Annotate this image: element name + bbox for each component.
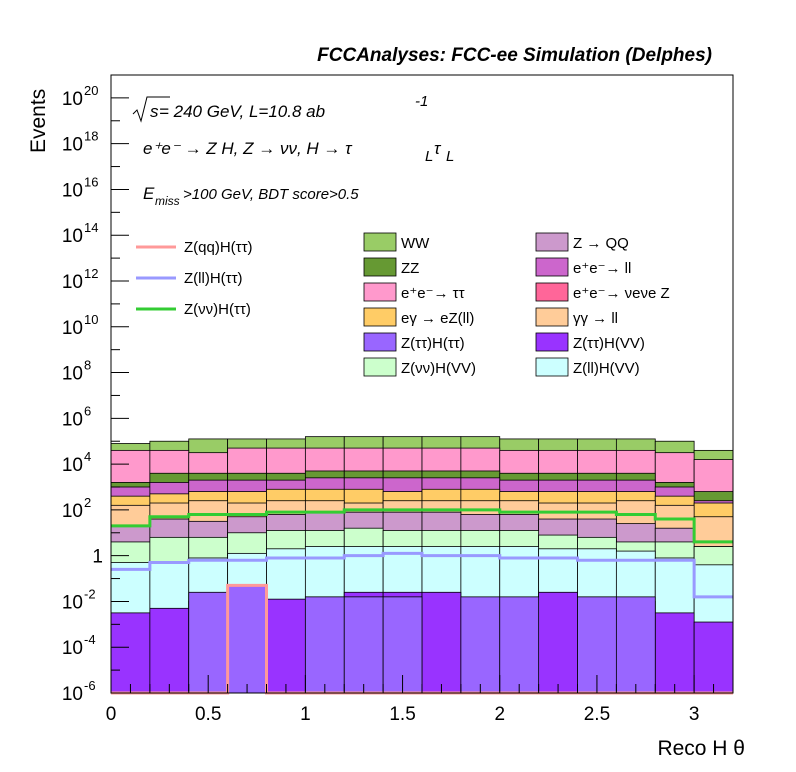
chart-title: FCCAnalyses: FCC-ee Simulation (Delphes) [317, 45, 712, 66]
y-tick-label: 10 [62, 180, 83, 201]
bin-z-h-vv-8 [421, 591, 462, 694]
legend: Z(qq)H(ττ) Z(ll)H(ττ) Z(νν)H(ττ) WW Z → QQ ZZ… [136, 232, 670, 377]
legend-swatch-e-e-e-e-z [535, 282, 569, 302]
subscript-L-2: L [446, 148, 454, 165]
x-axis: 0 0.5 1 1.5 2 2.5 3 [106, 675, 734, 725]
x-tick-label: 3 [689, 704, 700, 725]
annotation-cuts: E miss >100 GeV, BDT score>0.5 [143, 184, 359, 208]
bin-z-h-vv-14 [654, 612, 695, 694]
legend-swatch-z-qq [535, 232, 569, 252]
x-tick-label: 2 [494, 704, 505, 725]
bin-z-h-vv-15 [693, 621, 734, 694]
legend-label: Z(νν)H(VV) [401, 360, 476, 377]
x-axis-label: Reco H θ [657, 737, 745, 760]
bin-z-h-vv-0 [110, 612, 151, 694]
legend-label: WW [401, 235, 430, 252]
legend-swatch-z-h-vv [363, 357, 397, 377]
y-tick-exponent: 18 [84, 129, 98, 144]
legend-swatch-zz [363, 257, 397, 277]
tau-2: τ [434, 139, 442, 158]
line-z-h [111, 508, 733, 544]
y-tick-label: 10 [62, 226, 83, 247]
legend-label: e⁺e⁻→ ττ [401, 285, 465, 302]
legend-label: ZZ [401, 260, 419, 277]
legend-label: γγ → ll [573, 310, 618, 327]
y-tick-label: 10 [62, 318, 83, 339]
annotation-process: e⁺e⁻ → Z H, Z → νν, H → τ L τ L [143, 139, 454, 165]
x-tick-label: 2.5 [584, 704, 610, 725]
y-axis-label: Events [27, 89, 50, 153]
subscript-L-1: L [425, 148, 433, 165]
bin-ztautau-htautau-6 [343, 596, 384, 694]
annotation-miss: miss [155, 194, 180, 208]
x-tick-label: 1 [300, 704, 311, 725]
y-tick-exponent: 8 [84, 358, 91, 373]
x-tick-label: 0.5 [195, 704, 221, 725]
x-tick-label: 1.5 [389, 704, 415, 725]
legend-swatch-ww [363, 232, 397, 252]
y-tick-exponent: 4 [84, 449, 91, 464]
x-tick-label: 0 [106, 704, 117, 725]
annotation-cuts-text: >100 GeV, BDT score>0.5 [183, 186, 359, 203]
y-tick-exponent: 12 [84, 266, 98, 281]
y-tick-label: 10 [62, 89, 83, 110]
legend-label: Z(ll)H(VV) [573, 360, 640, 377]
annotation-E: E [143, 184, 155, 203]
y-tick-exponent: 16 [84, 174, 98, 189]
y-tick-label: 10 [62, 272, 83, 293]
bin-ztautau-htautau-10 [499, 596, 540, 694]
bin-ztautau-htautau-5 [304, 596, 345, 694]
annotation-energy: s = 240 GeV, L=10.8 ab -1 [132, 93, 428, 123]
legend-label: Z → QQ [573, 235, 629, 252]
annotation-process-text: e⁺e⁻ → Z H, Z → νν, H → τ [143, 139, 353, 158]
y-tick-label: 10 [62, 364, 83, 385]
annotation-energy-text: = 240 GeV, L=10.8 ab [159, 102, 325, 121]
line-z-ll-h [111, 551, 733, 599]
bin-z-h-vv-4 [266, 598, 306, 694]
bin-ztautau-htautau-13 [615, 596, 656, 694]
bin-ztautau-htautau-3 [227, 585, 267, 694]
y-tick-label: 1 [92, 547, 103, 568]
stacked-histogram [110, 436, 734, 694]
legend-swatch-e-e [363, 282, 397, 302]
y-tick-label: 10 [62, 501, 83, 522]
y-tick-label: 10 [62, 592, 83, 613]
y-tick-label: 10 [62, 638, 83, 659]
legend-label: e⁺e⁻→ νeνe Z [573, 285, 670, 302]
y-tick-exponent: 14 [84, 220, 98, 235]
legend-label: Z(qq)H(ττ) [184, 239, 253, 256]
legend-label: Z(νν)H(ττ) [184, 301, 251, 318]
bin-ztautau-htautau-9 [460, 596, 501, 694]
y-tick-label: 10 [62, 409, 83, 430]
y-tick-exponent: -2 [84, 586, 96, 601]
legend-swatch-e-ez-ll [363, 307, 397, 327]
legend-label: e⁺e⁻→ ll [573, 260, 631, 277]
legend-swatch-z-h [363, 332, 397, 352]
legend-label: Z(ll)H(ττ) [184, 270, 243, 287]
sqrt-symbol [132, 96, 170, 123]
legend-label: Z(ττ)H(ττ) [401, 335, 465, 352]
legend-swatch-z-h-vv [535, 332, 569, 352]
y-tick-label: 10 [62, 455, 83, 476]
y-tick-exponent: 20 [84, 83, 98, 98]
y-tick-exponent: -4 [84, 632, 96, 647]
legend-label: Z(ττ)H(VV) [573, 335, 645, 352]
y-tick-exponent: 10 [84, 312, 98, 327]
annotation-sqrt-s: s [150, 102, 159, 121]
bin-z-h-vv-1 [149, 607, 190, 694]
annotation-lumi-exp: -1 [415, 93, 428, 110]
y-tick-exponent: -6 [84, 678, 96, 693]
legend-swatch-z-ll-h-vv [535, 357, 569, 377]
stack-z-tau-tau-h-tau-tau [188, 585, 656, 694]
legend-label: eγ → eZ(ll) [401, 310, 474, 327]
y-tick-exponent: 2 [84, 495, 91, 510]
bin-z-h-vv-11 [538, 591, 578, 694]
y-tick-label: 10 [62, 135, 83, 156]
y-tick-exponent: 6 [84, 403, 91, 418]
legend-swatch-ll [535, 307, 569, 327]
legend-swatch-e-e-ll [535, 257, 569, 277]
y-tick-label: 10 [62, 684, 83, 705]
